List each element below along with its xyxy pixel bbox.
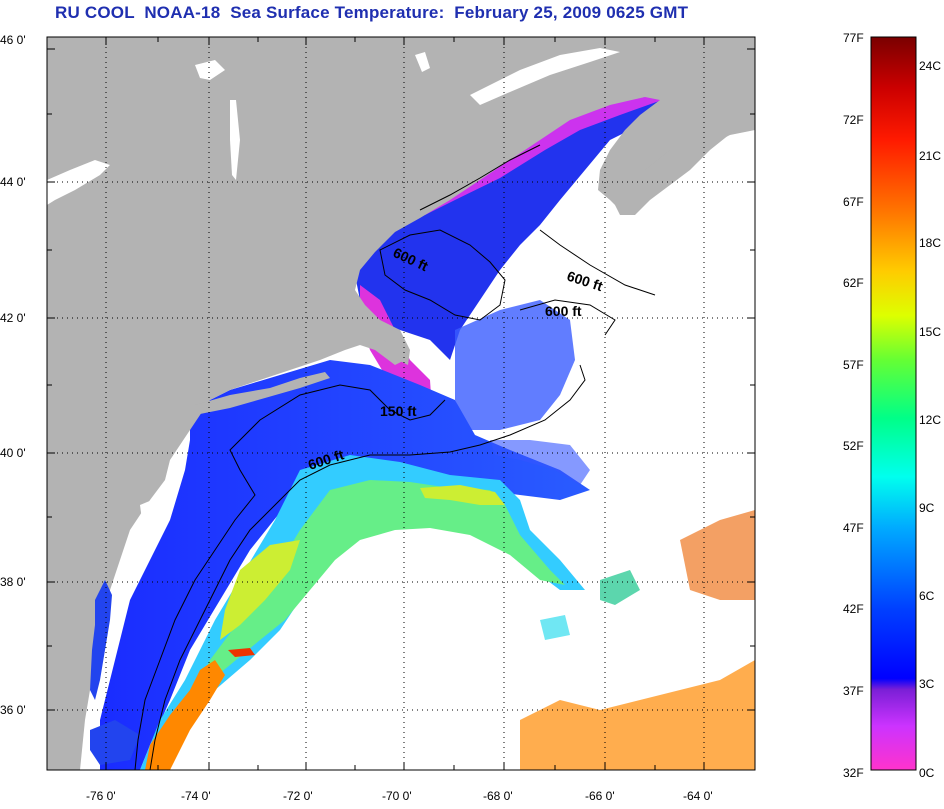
moosehead-lake [415, 52, 430, 72]
cb-c-0: 0C [919, 766, 935, 780]
cb-f-72: 72F [843, 113, 864, 127]
offshore-patches-orange [520, 660, 755, 770]
cb-f-42: 42F [843, 602, 864, 616]
slope-water-yellow [420, 485, 505, 505]
slope-water-green [190, 480, 565, 700]
lon-label-66: -66 0' [585, 789, 615, 803]
lon-label-70: -70 0' [382, 789, 412, 803]
plot-border [46, 36, 756, 771]
contour-label-150ft: 150 ft [380, 403, 417, 419]
offshore-patches-green [600, 570, 640, 605]
colorbar-gradient [871, 37, 916, 770]
lon-label-74: -74 0' [181, 789, 211, 803]
cb-f-57: 57F [843, 358, 864, 372]
offshore-scatter-blue [490, 440, 590, 485]
pamlico-sound [90, 720, 140, 765]
lat-label-44: 44 0' [0, 175, 26, 189]
cb-c-3: 3C [919, 677, 935, 691]
lon-label-64: -64 0' [683, 789, 713, 803]
offshore-patches-orange-2 [680, 510, 755, 600]
lat-label-38: 38 0' [0, 575, 26, 589]
lon-label-68: -68 0' [483, 789, 513, 803]
gulf-stream-orange [145, 660, 225, 770]
latitude-labels: 46 0' 44 0' 42 0' 40 0' 38 0' 36 0' [0, 33, 26, 717]
georges-bank-scatter [455, 300, 575, 430]
maine-coast-magenta [420, 96, 662, 215]
contour-600ft-northeast-channel [519, 299, 616, 336]
temperature-colorbar: 77F 72F 67F 62F 57F 52F 47F 42F 37F 32F … [843, 31, 941, 780]
contour-label-northeast-channel: 600 ft [545, 303, 582, 319]
lake-champlain [230, 100, 240, 180]
cb-f-32: 32F [843, 766, 864, 780]
land [47, 37, 755, 770]
adirondack-lakes [195, 60, 225, 80]
cb-c-15: 15C [919, 325, 941, 339]
chesapeake-bay [90, 580, 112, 700]
slope-water-yellow-2 [220, 540, 300, 640]
lat-label-36: 36 0' [0, 703, 26, 717]
colorbar-fahrenheit-labels: 77F 72F 67F 62F 57F 52F 47F 42F 37F 32F [843, 31, 864, 780]
cb-c-6: 6C [919, 589, 935, 603]
cb-f-52: 52F [843, 439, 864, 453]
long-island [195, 372, 330, 414]
contour-coast-detail [419, 144, 541, 211]
cb-c-21: 21C [919, 149, 941, 163]
offshore-patches-cyan [540, 615, 570, 640]
contour-600ft-shelf-break [149, 364, 586, 770]
longitude-labels: -76 0' -74 0' -72 0' -70 0' -68 0' -66 0… [86, 789, 713, 803]
cape-cod [380, 320, 410, 365]
lake-ontario-edge [47, 160, 110, 205]
cb-c-12: 12C [919, 413, 941, 427]
lat-label-40: 40 0' [0, 446, 26, 460]
cb-f-67: 67F [843, 195, 864, 209]
cb-c-18: 18C [919, 236, 941, 250]
contour-150ft-shelf [134, 384, 446, 770]
cb-c-24: 24C [919, 59, 941, 73]
lon-label-72: -72 0' [283, 789, 313, 803]
gulf-stream-red-spot [228, 648, 255, 657]
lat-label-42: 42 0' [0, 311, 26, 325]
contour-600ft-gulf-maine [379, 229, 506, 321]
shelf-water [100, 360, 590, 770]
lon-label-76: -76 0' [86, 789, 116, 803]
st-lawrence [470, 48, 620, 105]
gulf-of-maine-water [355, 96, 665, 360]
cb-c-9: 9C [919, 501, 935, 515]
northeast-us-canada-land [47, 37, 755, 770]
lat-label-46: 46 0' [0, 33, 26, 47]
tick-marks [47, 37, 755, 770]
colorbar-border [870, 36, 917, 771]
cb-f-62: 62F [843, 276, 864, 290]
map-plot-area: 600 ft 600 ft 600 ft 150 ft 600 ft [47, 37, 755, 770]
grid-lines [47, 37, 755, 770]
cb-f-77: 77F [843, 31, 864, 45]
delaware-bay [140, 500, 158, 528]
cb-f-47: 47F [843, 521, 864, 535]
contour-600ft-east [539, 229, 656, 296]
map-title: RU COOL NOAA-18 Sea Surface Temperature:… [55, 3, 689, 22]
nova-scotia [615, 110, 755, 215]
cb-f-37: 37F [843, 684, 864, 698]
bathymetry-contours [134, 144, 656, 770]
colorbar-celsius-labels: 24C 21C 18C 15C 12C 9C 6C 3C 0C [919, 59, 941, 780]
